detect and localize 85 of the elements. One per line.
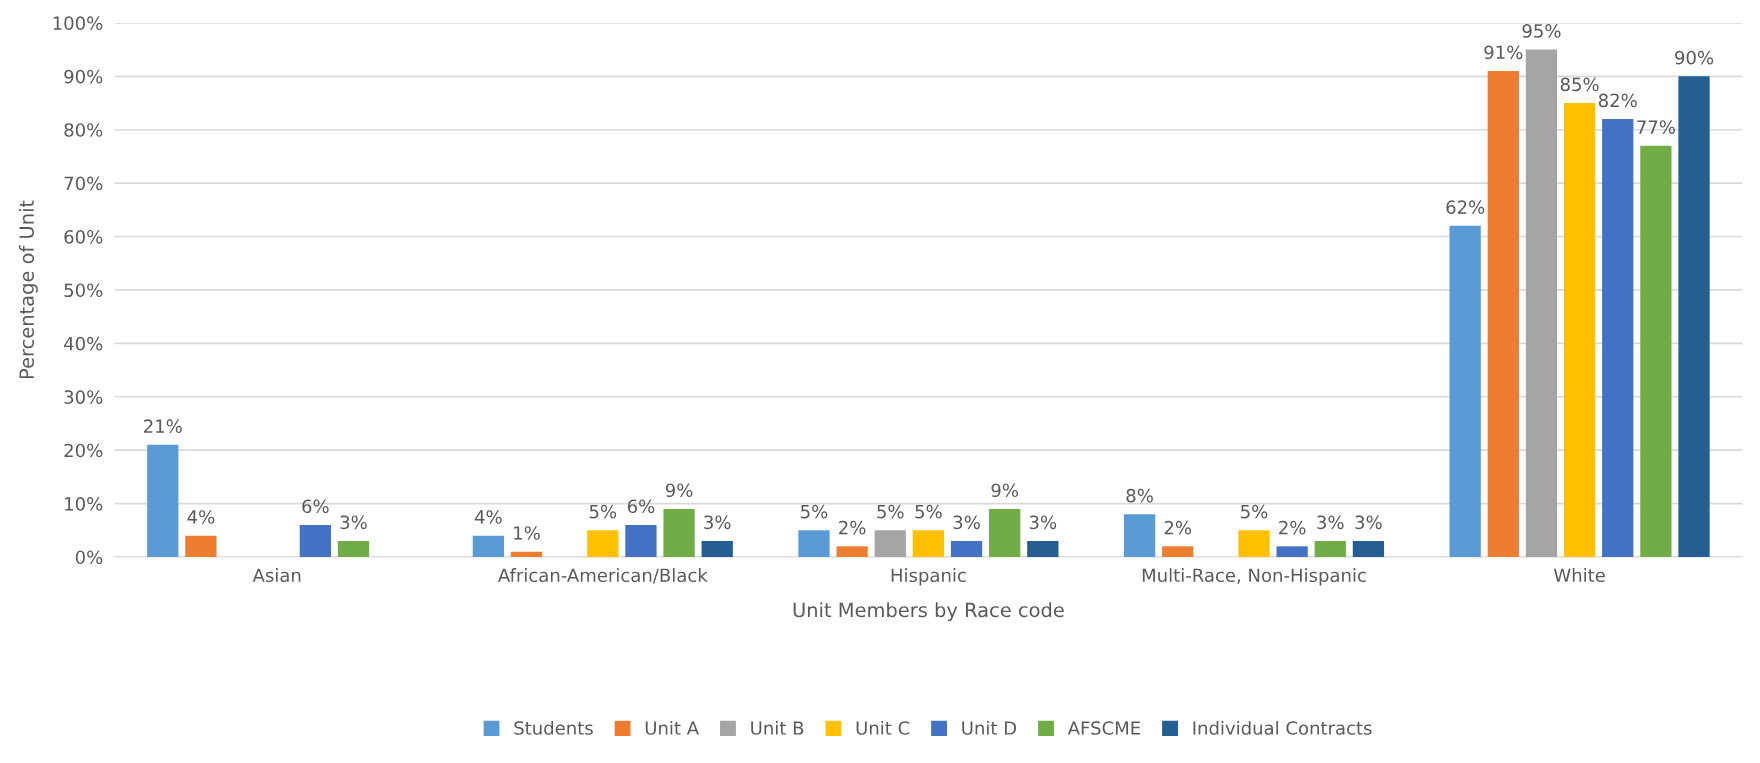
bar bbox=[1449, 225, 1481, 557]
data-label: 4% bbox=[474, 510, 502, 524]
data-label: 5% bbox=[877, 504, 904, 519]
bar bbox=[1640, 145, 1672, 557]
data-label: 62% bbox=[1446, 200, 1485, 215]
y-tick-label: 90% bbox=[64, 69, 103, 84]
bar bbox=[1314, 540, 1346, 557]
bar bbox=[798, 530, 830, 557]
x-tick-label: Hispanic bbox=[891, 568, 966, 586]
data-label: 6% bbox=[302, 499, 329, 514]
data-label: 3% bbox=[953, 515, 980, 530]
bar bbox=[1487, 70, 1519, 557]
data-label: 4% bbox=[187, 510, 215, 524]
bar bbox=[1276, 546, 1308, 557]
data-label: 6% bbox=[627, 499, 655, 514]
data-label: 95% bbox=[1522, 24, 1561, 38]
bar bbox=[701, 540, 733, 557]
data-label: 21% bbox=[144, 419, 182, 433]
legend-label: Unit D bbox=[962, 720, 1017, 735]
x-tick-label: Multi-Race, Non-Hispanic bbox=[1142, 568, 1366, 586]
bar bbox=[1027, 540, 1059, 557]
data-label: 3% bbox=[1029, 515, 1057, 530]
x-tick-label: Asian bbox=[252, 568, 301, 583]
bar bbox=[663, 508, 695, 557]
legend-label: Individual Contracts bbox=[1193, 720, 1372, 735]
y-tick-label: 0% bbox=[75, 550, 103, 565]
data-label: 2% bbox=[1279, 520, 1306, 535]
y-axis-title: Percentage of Unit bbox=[18, 200, 38, 379]
y-tick-label: 70% bbox=[64, 176, 103, 191]
bar bbox=[950, 540, 983, 557]
bar bbox=[874, 530, 906, 557]
data-label: 5% bbox=[801, 504, 828, 519]
data-label: 90% bbox=[1675, 50, 1714, 65]
bar bbox=[1238, 530, 1270, 557]
bar bbox=[510, 551, 543, 557]
bar bbox=[912, 530, 945, 557]
data-label: 91% bbox=[1484, 45, 1523, 60]
bar bbox=[989, 508, 1021, 557]
legend-label: Unit C bbox=[856, 720, 910, 735]
y-tick-label: 10% bbox=[65, 497, 103, 511]
legend-label: Students bbox=[514, 720, 593, 735]
data-label: 2% bbox=[839, 520, 866, 535]
bar bbox=[1563, 103, 1596, 557]
bar bbox=[1602, 119, 1634, 557]
legend-label: AFSCME bbox=[1067, 721, 1141, 735]
data-label: 85% bbox=[1560, 77, 1599, 92]
bar bbox=[587, 530, 619, 557]
bar bbox=[299, 524, 331, 557]
data-label: 1% bbox=[514, 526, 540, 540]
data-label: 5% bbox=[1241, 504, 1268, 519]
bar bbox=[1123, 514, 1156, 557]
bar bbox=[625, 524, 657, 557]
bar bbox=[1162, 546, 1194, 557]
data-label: 3% bbox=[1317, 515, 1344, 530]
data-label: 82% bbox=[1598, 93, 1637, 108]
bar bbox=[185, 535, 217, 557]
y-tick-label: 50% bbox=[64, 283, 103, 298]
bar bbox=[337, 540, 370, 557]
data-label: 3% bbox=[1355, 515, 1382, 530]
bar bbox=[1525, 49, 1558, 557]
y-tick-label: 60% bbox=[64, 229, 103, 244]
bar bbox=[147, 444, 179, 557]
x-tick-label: African-American/Black bbox=[498, 568, 708, 584]
bar bbox=[472, 535, 505, 557]
bar bbox=[836, 546, 868, 557]
y-tick-label: 30% bbox=[64, 390, 103, 404]
y-tick-label: 100% bbox=[53, 16, 103, 31]
data-label: 5% bbox=[589, 504, 617, 519]
data-label: 8% bbox=[1126, 488, 1153, 503]
x-axis-title: Unit Members by Race code bbox=[793, 602, 1064, 622]
bar bbox=[1352, 540, 1385, 557]
data-label: 3% bbox=[340, 515, 367, 530]
y-tick-label: 40% bbox=[64, 336, 103, 351]
data-label: 3% bbox=[704, 515, 731, 530]
y-tick-label: 80% bbox=[64, 123, 103, 137]
data-label: 9% bbox=[665, 483, 693, 498]
data-label: 9% bbox=[991, 483, 1019, 498]
legend-label: Unit B bbox=[751, 720, 804, 735]
data-label: 2% bbox=[1164, 520, 1192, 535]
data-label: 77% bbox=[1637, 120, 1675, 134]
data-label: 5% bbox=[915, 504, 942, 519]
bar bbox=[1678, 76, 1710, 557]
y-tick-label: 20% bbox=[64, 443, 103, 458]
legend-label: Unit A bbox=[645, 720, 699, 735]
x-tick-label: White bbox=[1553, 568, 1605, 583]
